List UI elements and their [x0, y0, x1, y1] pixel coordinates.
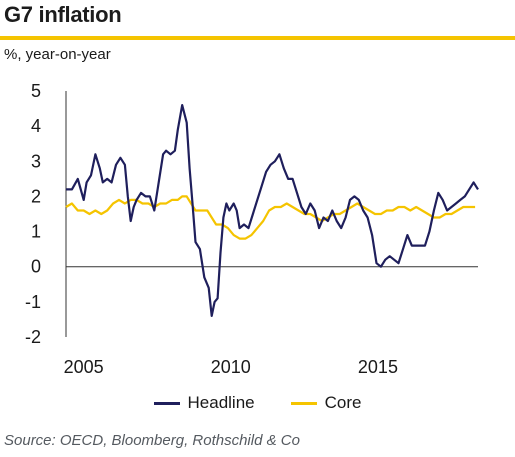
y-tick-label: 3 [31, 151, 41, 171]
legend-label-core: Core [324, 393, 362, 412]
y-tick-label: 2 [31, 186, 41, 206]
legend-swatch-headline [153, 401, 180, 405]
chart-legend: Headline Core [0, 393, 515, 413]
y-tick-label: 4 [31, 116, 41, 136]
legend-swatch-core [290, 401, 317, 405]
source-note: Source: OECD, Bloomberg, Rothschild & Co [4, 432, 300, 449]
legend-label-headline: Headline [187, 393, 255, 412]
x-tick-label: 2005 [64, 357, 104, 377]
y-tick-label: -1 [25, 292, 41, 312]
y-tick-label: 0 [31, 257, 41, 277]
series-line-headline [66, 103, 479, 317]
y-tick-label: 1 [31, 222, 41, 242]
y-tick-label: -2 [25, 327, 41, 347]
x-tick-label: 2015 [358, 357, 398, 377]
chart-title: G7 inflation [4, 2, 122, 27]
series-line-core [65, 195, 476, 240]
legend-item-core: Core [290, 393, 362, 413]
chart-subtitle: %, year-on-year [4, 46, 111, 63]
legend-item-headline: Headline [153, 393, 255, 413]
title-underline [0, 36, 515, 40]
x-tick-label: 2010 [211, 357, 251, 377]
inflation-line-chart: -2 -1 0 1 2 3 4 5 2005 2010 2015 [25, 81, 479, 377]
y-tick-label: 5 [31, 81, 41, 101]
